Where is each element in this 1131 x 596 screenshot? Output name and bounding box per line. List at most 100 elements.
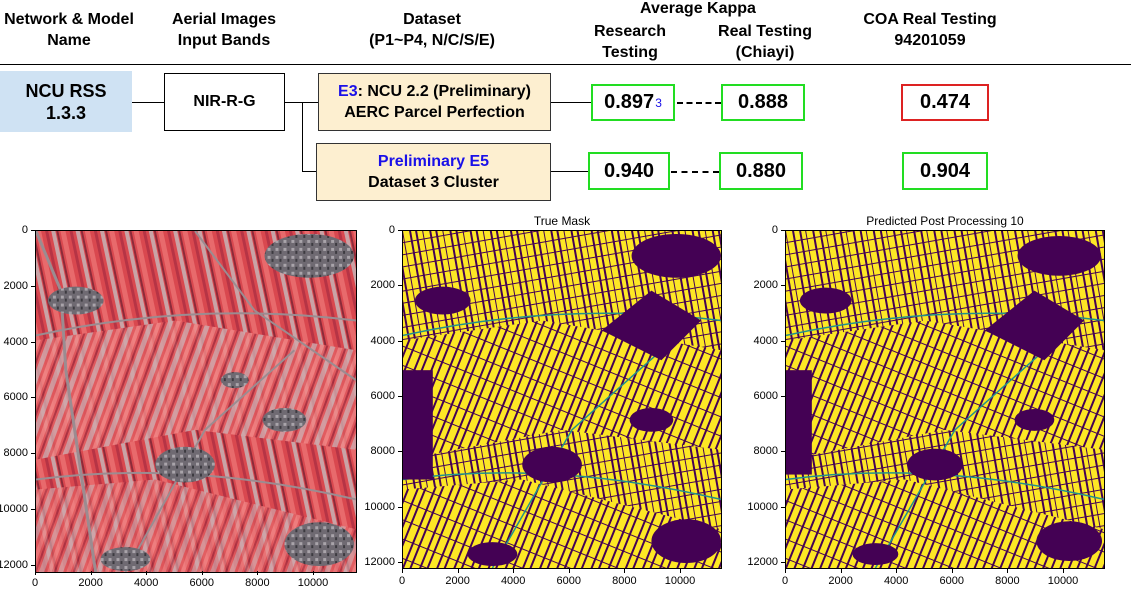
y-tick-mark [398, 230, 402, 231]
kappa-coa-e5-value: 0.904 [919, 159, 971, 182]
header-dataset-line2: (P1~P4, N/C/S/E) [369, 32, 495, 49]
dataset-e3-prefix: E3 [338, 83, 358, 100]
header-coa-line1: COA Real Testing [863, 11, 997, 28]
kappa-research-e5: 0.940 [588, 152, 670, 190]
x-tick-label: 10000 [297, 577, 329, 589]
y-tick-label: 6000 [753, 389, 778, 402]
x-tick-mark [313, 571, 314, 575]
y-tick-mark [31, 453, 35, 455]
header-research-line2: Testing [602, 44, 658, 61]
y-tick-label: 12000 [0, 558, 28, 571]
x-tick-label: 4000 [500, 575, 526, 587]
y-tick-mark [781, 230, 785, 231]
y-tick-mark [398, 451, 402, 453]
x-tick-mark [896, 569, 898, 573]
dataset-e3-line2: AERC Parcel Perfection [344, 104, 525, 121]
x-tick-label: 10000 [664, 575, 696, 587]
x-tick-label: 8000 [995, 575, 1020, 587]
y-tick-label: 12000 [747, 555, 778, 568]
x-tick-label: 10000 [1047, 575, 1079, 587]
dataset-e3-title: : NCU 2.2 (Preliminary) [357, 83, 531, 100]
dataset-e3-line1: E3: NCU 2.2 (Preliminary) [338, 81, 531, 102]
input-bands-box: NIR-R-G [164, 73, 285, 131]
y-tick-label: 4000 [3, 335, 28, 348]
x-tick-mark [90, 571, 92, 575]
y-tick-label: 8000 [370, 445, 395, 458]
header-average-kappa: Average Kappa [640, 0, 756, 17]
dataset-e5-line1: Preliminary E5 [377, 153, 490, 170]
x-tick-label: 2000 [828, 575, 853, 587]
x-tick-mark [513, 569, 515, 573]
y-tick-mark [781, 506, 785, 508]
y-tick-label: 8000 [3, 447, 28, 460]
header-network-model-line2: Name [47, 32, 91, 49]
kappa-real-e3-value: 0.888 [737, 91, 789, 113]
kappa-real-e5: 0.880 [719, 152, 803, 190]
x-tick-label: 4000 [133, 577, 159, 589]
header-dataset: Dataset (P1~P4, N/C/S/E) [342, 9, 522, 51]
kappa-real-e3: 0.888 [721, 84, 805, 121]
model-name-line2: 1.3.3 [45, 102, 87, 123]
kappa-research-e3-value: 0.897 [604, 91, 655, 113]
header-coa-real-testing: COA Real Testing 94201059 [845, 9, 1015, 51]
x-tick-label: 0 [781, 575, 789, 587]
header-research-testing: Research Testing [575, 21, 685, 63]
input-bands-label: NIR-R-G [193, 93, 256, 110]
connector-bands-e3 [285, 102, 318, 103]
x-tick-mark [951, 569, 953, 573]
predicted-mask-image [786, 231, 1104, 568]
header-research-line1: Research [593, 23, 667, 40]
y-tick-label: 6000 [3, 391, 28, 404]
y-tick-label: 4000 [370, 334, 395, 347]
header-network-model: Network & Model Name [0, 9, 154, 51]
header-aerial-bands: Aerial Images Input Bands [144, 9, 304, 51]
x-tick-mark [680, 569, 681, 573]
header-real-line2: (Chiayi) [735, 44, 795, 61]
x-tick-mark [624, 569, 626, 573]
y-tick-mark [781, 561, 785, 563]
kappa-real-e5-value: 0.880 [735, 159, 787, 182]
y-tick-label: 2000 [753, 279, 778, 292]
header-network-model-line1: Network & Model [4, 11, 134, 28]
y-tick-mark [31, 230, 35, 231]
y-tick-label: 0 [388, 224, 395, 236]
y-tick-mark [781, 340, 785, 342]
x-tick-mark [840, 569, 842, 573]
connector-e5-research [551, 171, 588, 172]
y-tick-label: 6000 [370, 389, 395, 402]
true-mask-plot [402, 230, 722, 569]
y-tick-mark [781, 395, 785, 397]
predicted-mask-plot [785, 230, 1105, 569]
plot-title-true-mask: True Mask [533, 214, 591, 228]
x-tick-label: 0 [31, 577, 39, 589]
connector-branch-vertical [302, 102, 303, 171]
header-real-testing: Real Testing (Chiayi) [700, 21, 830, 63]
kappa-research-e5-value: 0.940 [603, 159, 655, 182]
true-mask-image [403, 231, 721, 568]
y-tick-mark [398, 395, 402, 397]
x-tick-mark [201, 571, 203, 575]
x-tick-label: 0 [398, 575, 406, 587]
header-aerial-bands-line2: Input Bands [177, 32, 271, 49]
y-tick-label: 10000 [0, 503, 28, 515]
y-tick-mark [31, 397, 35, 399]
kappa-coa-e3: 0.474 [901, 84, 989, 121]
y-tick-mark [31, 285, 35, 287]
y-tick-mark [398, 285, 402, 287]
y-tick-label: 10000 [364, 500, 395, 513]
kappa-coa-e5: 0.904 [902, 152, 988, 190]
x-tick-label: 6000 [939, 575, 965, 587]
header-divider [0, 64, 1131, 65]
y-tick-label: 4000 [753, 334, 778, 347]
x-tick-label: 6000 [556, 575, 582, 587]
x-tick-mark [1063, 569, 1064, 573]
y-tick-mark [398, 340, 402, 342]
header-dataset-line1: Dataset [403, 11, 461, 28]
dataset-box-e5: Preliminary E5 Dataset 3 Cluster [316, 143, 551, 201]
aerial-image-plot [35, 230, 357, 573]
kappa-coa-e3-value: 0.474 [919, 91, 971, 113]
x-tick-mark [35, 571, 36, 575]
y-tick-label: 2000 [370, 279, 395, 292]
y-tick-label: 0 [771, 224, 778, 236]
x-tick-mark [568, 569, 570, 573]
